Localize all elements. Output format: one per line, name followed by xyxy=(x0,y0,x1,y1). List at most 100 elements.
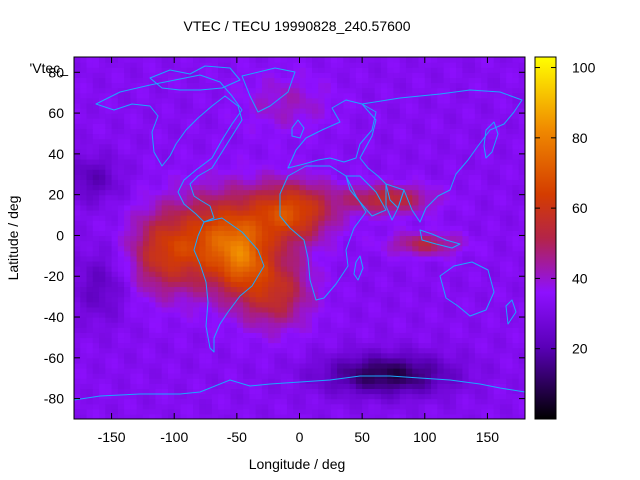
heatmap-cell xyxy=(506,317,514,323)
heatmap-cell xyxy=(437,169,445,175)
heatmap-cell xyxy=(161,250,169,257)
heatmap-cell xyxy=(399,72,407,78)
heatmap-cell xyxy=(205,87,213,94)
heatmap-cell xyxy=(412,296,420,303)
heatmap-cell xyxy=(111,143,119,150)
heatmap-cell xyxy=(99,62,106,68)
heatmap-cell xyxy=(149,332,157,339)
heatmap-cell xyxy=(124,128,131,135)
heatmap-cell xyxy=(268,62,276,68)
heatmap-cell xyxy=(274,352,282,359)
heatmap-cell xyxy=(268,123,276,129)
heatmap-cell xyxy=(299,113,307,119)
heatmap-cell xyxy=(167,342,175,349)
heatmap-cell xyxy=(324,260,332,267)
heatmap-cell xyxy=(161,317,169,323)
heatmap-cell xyxy=(456,306,463,313)
heatmap-cell xyxy=(249,204,257,211)
heatmap-cell xyxy=(155,327,163,333)
heatmap-cell xyxy=(412,138,420,145)
heatmap-cell xyxy=(199,87,207,94)
heatmap-cell xyxy=(474,276,482,282)
heatmap-cell xyxy=(318,204,326,211)
heatmap-cell xyxy=(418,220,426,226)
heatmap-cell xyxy=(155,311,163,318)
heatmap-cell xyxy=(355,128,363,135)
heatmap-cell xyxy=(380,388,388,395)
heatmap-cell xyxy=(105,296,113,303)
heatmap-cell xyxy=(499,373,507,379)
heatmap-cell xyxy=(299,255,307,262)
heatmap-cell xyxy=(462,92,470,99)
heatmap-cell xyxy=(481,158,489,165)
heatmap-cell xyxy=(474,255,482,262)
heatmap-cell xyxy=(468,77,476,84)
heatmap-cell xyxy=(130,311,138,318)
heatmap-cell xyxy=(111,215,119,221)
heatmap-cell xyxy=(117,209,125,216)
heatmap-cell xyxy=(124,240,131,247)
heatmap-cell xyxy=(299,189,307,196)
heatmap-cell xyxy=(268,113,276,119)
heatmap-cell xyxy=(399,317,407,323)
heatmap-cell xyxy=(330,82,338,89)
heatmap-cell xyxy=(124,342,131,349)
heatmap-cell xyxy=(268,220,276,226)
heatmap-cell xyxy=(418,199,426,206)
heatmap-cell xyxy=(255,77,263,84)
heatmap-cell xyxy=(236,260,244,267)
heatmap-cell xyxy=(105,352,113,359)
heatmap-cell xyxy=(224,403,232,410)
heatmap-cell xyxy=(493,398,501,405)
heatmap-cell xyxy=(74,174,81,180)
heatmap-cell xyxy=(92,184,100,191)
heatmap-cell xyxy=(224,332,232,339)
heatmap-cell xyxy=(255,322,263,328)
heatmap-cell xyxy=(92,72,100,78)
heatmap-cell xyxy=(199,230,207,237)
heatmap-cell xyxy=(180,276,188,282)
heatmap-cell xyxy=(380,342,388,349)
heatmap-cell xyxy=(80,62,88,68)
heatmap-cell xyxy=(380,271,388,277)
heatmap-cell xyxy=(462,113,470,119)
heatmap-cell xyxy=(456,332,463,339)
heatmap-cell xyxy=(193,281,200,288)
heatmap-cell xyxy=(399,102,407,109)
heatmap-cell xyxy=(318,332,326,339)
heatmap-cell xyxy=(412,260,420,267)
heatmap-cell xyxy=(312,317,319,323)
heatmap-cell xyxy=(512,342,520,349)
heatmap-cell xyxy=(99,57,106,63)
heatmap-cell xyxy=(186,281,194,288)
heatmap-cell xyxy=(86,138,94,145)
heatmap-cell xyxy=(305,332,313,339)
heatmap-cell xyxy=(443,378,451,384)
heatmap-cell xyxy=(456,138,463,145)
heatmap-cell xyxy=(456,373,463,379)
heatmap-cell xyxy=(387,260,395,267)
heatmap-cell xyxy=(180,220,188,226)
heatmap-cell xyxy=(230,230,238,237)
heatmap-cell xyxy=(481,281,489,288)
heatmap-cell xyxy=(393,311,401,318)
heatmap-cell xyxy=(142,107,150,114)
heatmap-cell xyxy=(224,337,232,344)
heatmap-cell xyxy=(167,398,175,405)
heatmap-cell xyxy=(493,62,501,68)
heatmap-cell xyxy=(274,107,282,114)
heatmap-cell xyxy=(161,179,169,186)
heatmap-cell xyxy=(462,133,470,140)
heatmap-cell xyxy=(255,413,263,419)
heatmap-cell xyxy=(180,113,188,119)
heatmap-cell xyxy=(92,209,100,216)
heatmap-cell xyxy=(506,327,514,333)
heatmap-cell xyxy=(374,342,382,349)
heatmap-cell xyxy=(462,347,470,354)
heatmap-cell xyxy=(337,128,344,135)
heatmap-cell xyxy=(343,158,351,165)
heatmap-cell xyxy=(174,357,182,364)
heatmap-cell xyxy=(487,301,495,308)
heatmap-cell xyxy=(449,373,457,379)
heatmap-cell xyxy=(368,301,376,308)
